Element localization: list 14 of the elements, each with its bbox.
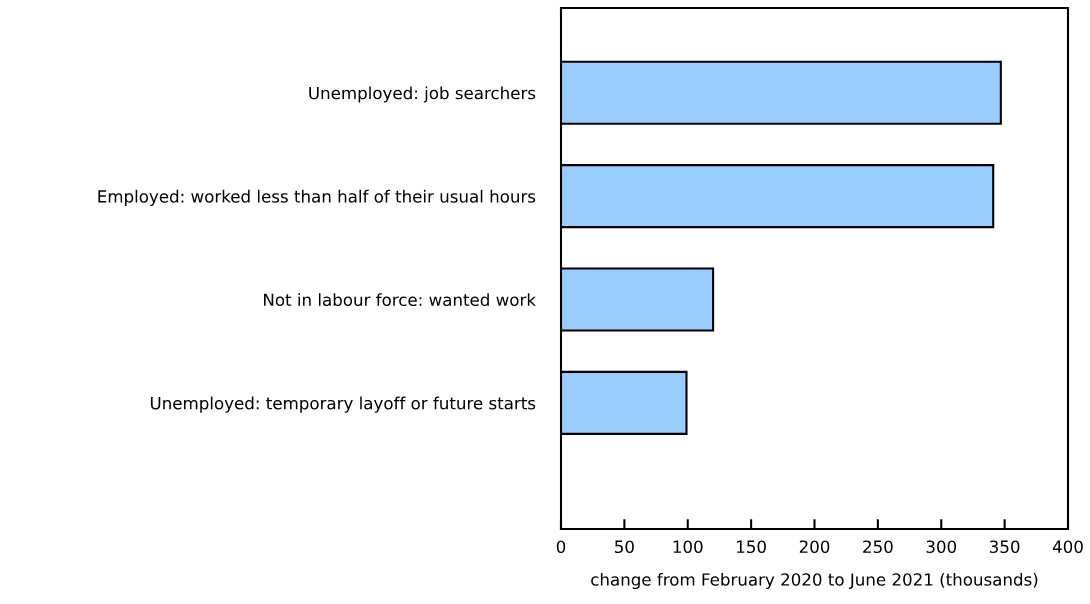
x-tick-label: 200 bbox=[799, 540, 830, 554]
y-tick-label: Unemployed: temporary layoff or future starts bbox=[150, 396, 536, 413]
x-tick-label: 150 bbox=[737, 540, 766, 554]
x-tick-label: 400 bbox=[1052, 540, 1083, 554]
x-tick-label: 100 bbox=[673, 540, 703, 554]
x-tick-label: 300 bbox=[926, 540, 957, 554]
x-tick-label: 0 bbox=[556, 540, 566, 554]
y-tick-label: Unemployed: job searchers bbox=[309, 86, 536, 103]
x-tick-label: 50 bbox=[615, 540, 634, 554]
y-tick-label: Not in labour force: wanted work bbox=[264, 293, 536, 307]
x-tick-label: 350 bbox=[989, 540, 1020, 554]
y-tick-label: Employed: worked less than half of their usual hours bbox=[98, 189, 536, 206]
x-tick-label: 250 bbox=[863, 540, 893, 554]
x-axis-title: change from February 2020 to June 2021 (thousands) bbox=[591, 572, 1038, 590]
